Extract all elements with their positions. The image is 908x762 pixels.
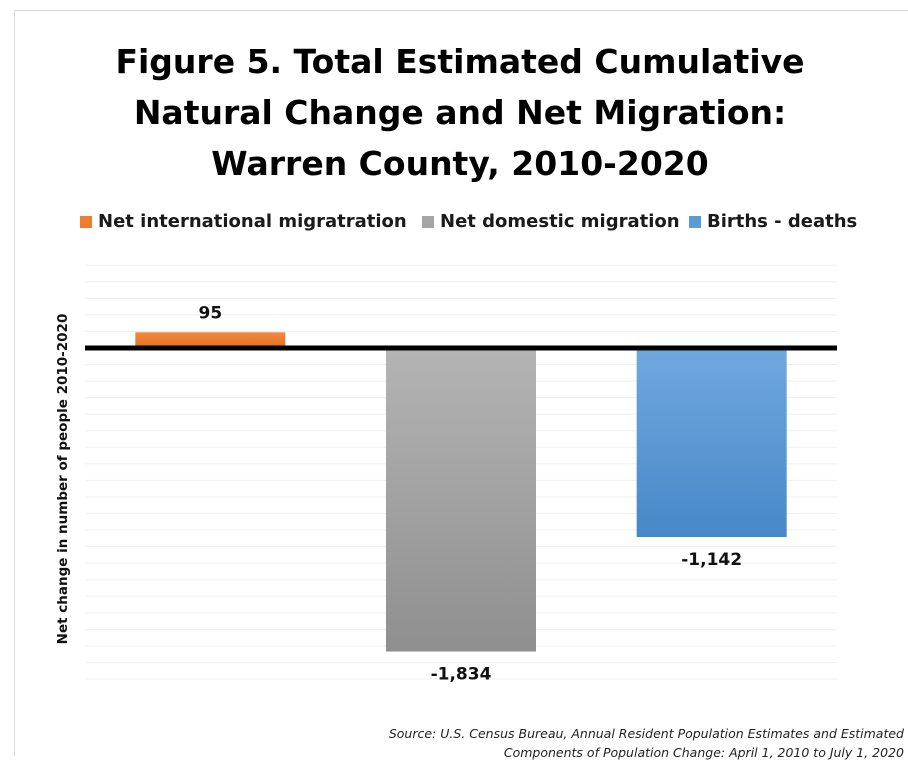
legend-label-international: Net international migratration xyxy=(98,211,407,232)
legend-label-domestic: Net domestic migration xyxy=(440,211,680,232)
bars xyxy=(135,332,787,652)
data-label-2: -1,834 xyxy=(431,665,492,685)
bar-3 xyxy=(636,348,787,538)
data-label-3: -1,142 xyxy=(681,550,742,570)
chart-title: Figure 5. Total Estimated Cumulative Nat… xyxy=(40,36,880,189)
data-labels: 95 -1,834 -1,142 xyxy=(198,303,742,684)
legend-label-births-deaths: Births - deaths xyxy=(707,211,858,232)
chart-title-line-2: Natural Change and Net Migration: xyxy=(133,93,787,132)
legend-swatch-births-deaths xyxy=(689,216,701,228)
source-note: Source: U.S. Census Bureau, Annual Resid… xyxy=(204,724,904,762)
data-label-1: 95 xyxy=(198,303,222,323)
chart-title-line-1: Figure 5. Total Estimated Cumulative xyxy=(115,42,805,81)
border-top xyxy=(14,10,908,11)
source-line-1: Source: U.S. Census Bureau, Annual Resid… xyxy=(388,726,904,741)
bar-1 xyxy=(135,332,286,348)
border-left xyxy=(14,10,15,756)
chart-title-line-3: Warren County, 2010-2020 xyxy=(211,144,709,183)
legend-swatch-domestic xyxy=(422,216,434,228)
source-line-2: Components of Population Change: April 1… xyxy=(503,745,904,760)
chart-legend: Net international migratration Net domes… xyxy=(80,209,880,235)
legend-swatch-international xyxy=(80,216,92,228)
bar-2 xyxy=(386,348,536,652)
